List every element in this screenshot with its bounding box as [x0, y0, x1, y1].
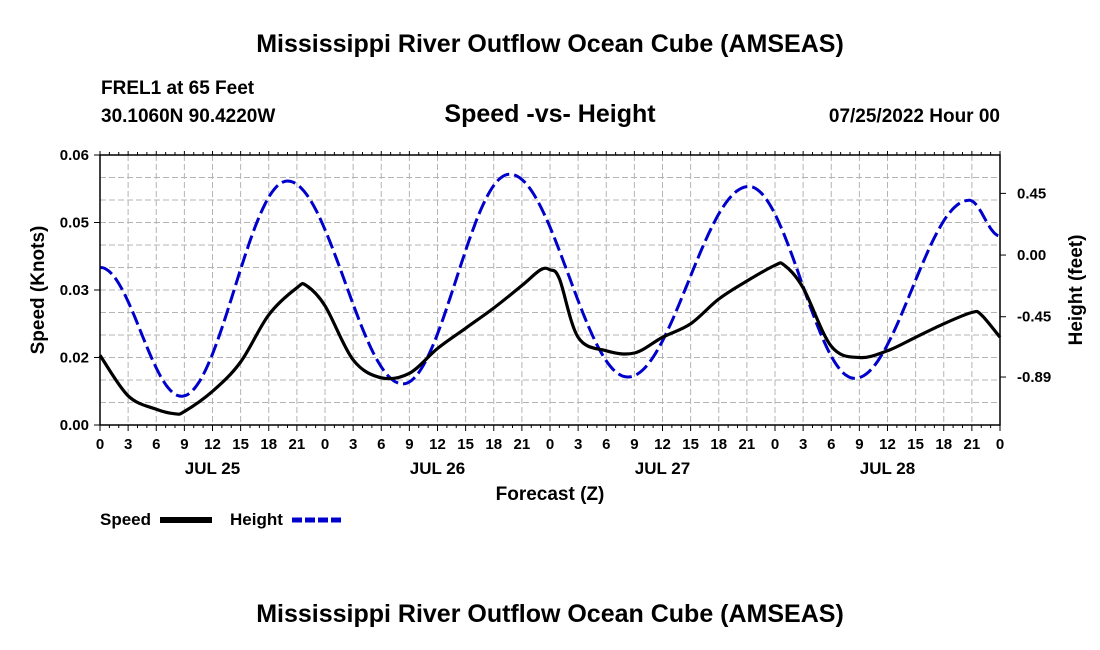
x-tick-label: 21: [289, 436, 306, 453]
footer-title: Mississippi River Outflow Ocean Cube (AM…: [256, 600, 844, 628]
x-tick-label: 9: [855, 436, 863, 453]
x-tick-label: 3: [799, 436, 807, 453]
page-title: Mississippi River Outflow Ocean Cube (AM…: [256, 30, 844, 58]
station-coords: 30.1060N 90.4220W: [101, 106, 276, 127]
y-left-tick-label: 0.02: [60, 350, 89, 367]
x-tick-label: 9: [630, 436, 638, 453]
x-tick-label: 21: [514, 436, 531, 453]
station-name: FREL1 at 65 Feet: [101, 78, 255, 99]
x-tick-label: 18: [260, 436, 277, 453]
x-tick-label: 15: [682, 436, 699, 453]
x-tick-label: 3: [349, 436, 357, 453]
y-left-tick-label: 0.03: [60, 282, 89, 299]
x-tick-label: 6: [827, 436, 835, 453]
x-tick-label: 21: [739, 436, 756, 453]
y-right-tick-label: 0.45: [1017, 185, 1046, 202]
y-axis-left-title: Speed (Knots): [28, 226, 49, 355]
x-tick-label: 15: [232, 436, 249, 453]
x-tick-label: 12: [204, 436, 221, 453]
x-tick-label: 0: [546, 436, 554, 453]
day-label: JUL 26: [410, 459, 465, 478]
series-layer: [98, 172, 1002, 416]
x-tick-label: 6: [377, 436, 385, 453]
y-left-tick-label: 0.00: [60, 417, 89, 434]
x-tick-label: 12: [879, 436, 896, 453]
day-label: JUL 27: [635, 459, 690, 478]
x-tick-label: 18: [485, 436, 502, 453]
grid-layer: [100, 155, 1000, 425]
axis-layer: 0 3 6 9 12 15 18 21 0 3 6 9 12 15 18 21 0 3 6 9 12 15 18 21 0 3 6 9…: [60, 147, 1051, 478]
x-tick-label: 15: [907, 436, 924, 453]
legend-label-height: Height: [230, 510, 283, 529]
x-axis-title: Forecast (Z): [496, 484, 605, 505]
speed-series-line: [98, 261, 1002, 416]
x-tick-label: 18: [935, 436, 952, 453]
x-tick-label: 3: [574, 436, 582, 453]
x-tick-label: 3: [124, 436, 132, 453]
day-label: JUL 28: [860, 459, 915, 478]
y-left-tick-label: 0.06: [60, 147, 89, 164]
legend: Speed Height: [100, 510, 342, 529]
y-left-tick-label: 0.05: [60, 215, 89, 232]
x-tick-label: 12: [654, 436, 671, 453]
x-tick-label: 15: [457, 436, 474, 453]
x-tick-label: 9: [180, 436, 188, 453]
x-tick-label: 0: [771, 436, 779, 453]
day-label: JUL 25: [185, 459, 240, 478]
issued-time: 07/25/2022 Hour 00: [828, 106, 1000, 127]
legend-label-speed: Speed: [100, 510, 151, 529]
y-right-tick-label: 0.00: [1017, 247, 1046, 264]
chart-title: Speed -vs- Height: [444, 100, 656, 128]
x-tick-label: 18: [710, 436, 727, 453]
x-tick-label: 21: [964, 436, 981, 453]
y-right-tick-label: -0.45: [1017, 309, 1051, 326]
x-tick-label: 9: [405, 436, 413, 453]
x-tick-label: 0: [996, 436, 1004, 453]
x-tick-label: 0: [321, 436, 329, 453]
x-tick-label: 6: [152, 436, 160, 453]
height-series-line: [99, 172, 1001, 398]
x-tick-label: 12: [429, 436, 446, 453]
x-tick-label: 6: [602, 436, 610, 453]
y-axis-right-title: Height (feet): [1066, 235, 1087, 346]
x-tick-label: 0: [96, 436, 104, 453]
y-right-tick-label: -0.89: [1017, 369, 1051, 386]
